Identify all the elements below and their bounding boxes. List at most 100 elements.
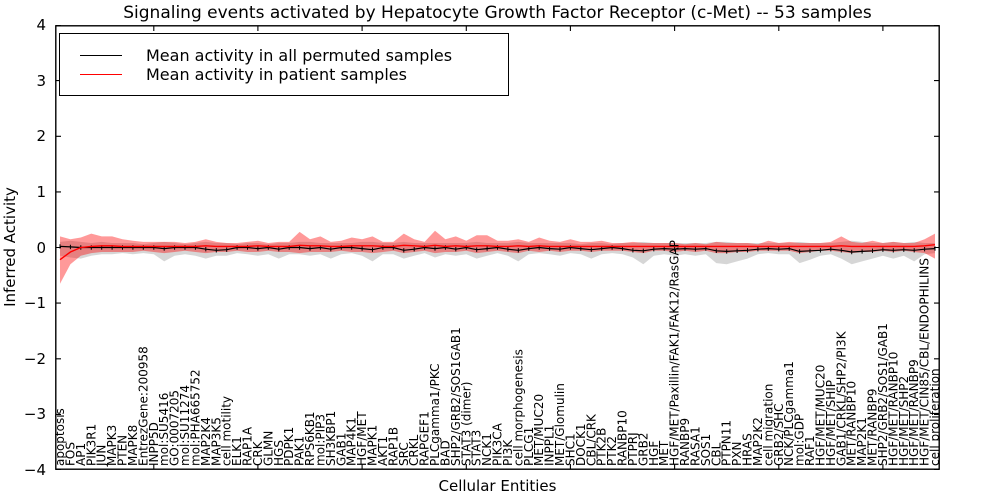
x-tick-label: MAPK1 xyxy=(366,425,380,466)
x-tick-label: RAF1 xyxy=(803,435,817,466)
x-tick-label: CRK xyxy=(251,440,265,466)
x-tick-label: PTK2 xyxy=(605,436,619,466)
x-tick-label: SHC1 xyxy=(563,433,577,466)
x-tick-label: RAP1A xyxy=(241,426,255,466)
x-tick-label: RASA1 xyxy=(688,426,702,466)
x-tick-label: HGF xyxy=(647,441,661,466)
x-tick-label: GAB1/CRKL/SHP2/PI3K xyxy=(834,330,848,466)
x-tick-label: GRB2/SHC xyxy=(772,403,786,466)
x-tick-label: RANBP10 xyxy=(616,410,630,466)
x-tick-label: MET/RANBP10 xyxy=(845,381,859,466)
x-tick-label: cell morphogenesis xyxy=(511,349,525,466)
x-tick-label: cell proliferation xyxy=(928,368,940,466)
x-tick-label: RPS6KB1 xyxy=(303,411,317,466)
x-tick-label: MAPK8 xyxy=(126,425,140,466)
x-tick-label: mol:SU5416 xyxy=(157,393,171,466)
x-tick-label: GAB1 xyxy=(334,433,348,466)
x-tick-label: MAP2K1 xyxy=(855,417,869,466)
x-axis-label: Cellular Entities xyxy=(438,477,557,495)
x-tick-label: MAP2K4 xyxy=(199,417,213,466)
x-tick-label: SHP2/GRB2/SOS1/GAB1 xyxy=(876,323,890,466)
x-tick-label: INPP5D xyxy=(147,422,161,466)
x-tick-label: HRAS xyxy=(741,433,755,466)
x-tick-label: FOS xyxy=(63,442,77,466)
x-tick-label: RAP1B xyxy=(386,427,400,466)
x-tick-label: HGF/MET/CIN85/CBL/ENDOPHILINS xyxy=(918,258,932,466)
x-tick-label: cell migration xyxy=(761,384,775,466)
x-tick-label: PLCG1 xyxy=(522,427,536,466)
plot-area: apoptosisFOSAP1PIK3R1JUNMAPK3PTENMAPK8En… xyxy=(55,25,940,470)
x-tick-label: SHP2/GRB2/SOS1GAB1 xyxy=(449,327,463,466)
x-tick-label: NCK1 xyxy=(480,433,494,466)
x-tick-label: SH3KBP1 xyxy=(324,411,338,466)
x-tick-label: INPPL1 xyxy=(543,425,557,466)
x-tick-label: EntrezGene:200958 xyxy=(136,346,150,466)
x-tick-label: PLCgamma1/PKC xyxy=(428,363,442,466)
x-tick-label: RANBP9 xyxy=(678,418,692,466)
chart-title: Signaling events activated by Hepatocyte… xyxy=(123,3,872,23)
x-tick-label: BAD xyxy=(438,440,452,466)
x-tick-label: HGF/MET xyxy=(355,411,369,466)
x-tick-label: CBL/CRK xyxy=(584,413,598,466)
x-tick-label: MET/RANBP9 xyxy=(866,389,880,466)
legend-label: Mean activity in patient samples xyxy=(146,64,407,84)
y-tick-label: −4 xyxy=(23,461,46,479)
legend: Mean activity in all permuted samples Mea… xyxy=(59,33,509,96)
x-tick-label: MAP4K1 xyxy=(345,417,359,466)
x-tick-label: HGF/MET/RANBP10 xyxy=(886,352,900,466)
x-tick-label: apoptosis xyxy=(55,408,67,466)
x-tick-label: HGS xyxy=(272,440,286,466)
legend-item: Mean activity in all permuted samples xyxy=(80,46,508,65)
y-tick-label: −2 xyxy=(23,349,46,368)
x-tick-label: MET/Glomulin xyxy=(553,383,567,466)
y-tick-label: −3 xyxy=(23,405,46,424)
x-tick-label: HGF/MET/RANBP9 xyxy=(907,359,921,466)
y-tick-label: 4 xyxy=(36,16,46,34)
legend-line-icon xyxy=(80,73,122,75)
x-tick-label: HGF/MET/SHIP xyxy=(824,380,838,466)
legend-label: Mean activity in all permuted samples xyxy=(146,45,453,65)
x-tick-label: cell motility xyxy=(220,396,234,466)
axes-frame xyxy=(55,25,940,470)
legend-item: Mean activity in patient samples xyxy=(80,65,508,84)
axis-ticks xyxy=(56,25,939,470)
y-tick-label: 2 xyxy=(36,127,46,146)
x-tick-label: SRC xyxy=(397,442,411,466)
y-tick-label: 0 xyxy=(36,238,46,257)
x-tick-label: HGF/MET/SHP2 xyxy=(897,376,911,466)
x-tick-label: DOCK1 xyxy=(574,423,588,466)
x-tick-label: STAT3 xyxy=(470,430,484,466)
x-tick-label: GRB2 xyxy=(636,432,650,466)
x-tick-label: PXN xyxy=(730,442,744,466)
x-tick-label: PIK3R1 xyxy=(84,424,98,466)
x-tick-label: mol:SU11274 xyxy=(178,385,192,466)
x-tick-label: SOS1 xyxy=(699,434,713,466)
x-tick-label: STAT3 (dimer) xyxy=(459,382,473,466)
legend-line-icon xyxy=(80,54,122,56)
patient-mean-line xyxy=(59,244,936,261)
legend-items: Mean activity in all permuted samples Mea… xyxy=(80,46,508,84)
x-tick-label: PTPRJ xyxy=(626,432,640,466)
x-tick-label: AP1 xyxy=(74,443,88,466)
x-tick-label: JUN xyxy=(95,445,109,467)
y-tick-label: 1 xyxy=(36,182,46,201)
y-tick-label: −1 xyxy=(23,294,46,313)
x-tick-label: RAPGEF1 xyxy=(418,411,432,466)
x-tick-label: CRKL xyxy=(407,434,421,466)
x-tick-label: GLMN xyxy=(261,431,275,466)
x-tick-label: mol:GDP xyxy=(793,414,807,466)
patient-band xyxy=(60,230,935,284)
x-tick-label: ELK1 xyxy=(230,436,244,466)
x-tick-label: PDPK1 xyxy=(282,427,296,466)
permuted-mean-markers xyxy=(59,244,936,255)
x-tick-label: MET xyxy=(657,440,671,466)
x-tick-label: MAP3K5 xyxy=(209,417,223,466)
x-tick-label: HGF/MET/MUC20 xyxy=(813,365,827,466)
x-tick-label: PI3K xyxy=(501,439,515,466)
x-tick-label: AKT1 xyxy=(376,436,390,466)
x-tick-label: HGF/MET/Paxillin/FAK1/FAK12/RasGAP xyxy=(668,240,682,466)
x-tick-label: PIK3CA xyxy=(491,422,505,466)
x-tick-label: NCK/PLCgamma1 xyxy=(782,361,796,466)
x-tick-label: MAPK3 xyxy=(105,425,119,466)
x-tick-label: mol:PHA665752 xyxy=(188,369,202,466)
